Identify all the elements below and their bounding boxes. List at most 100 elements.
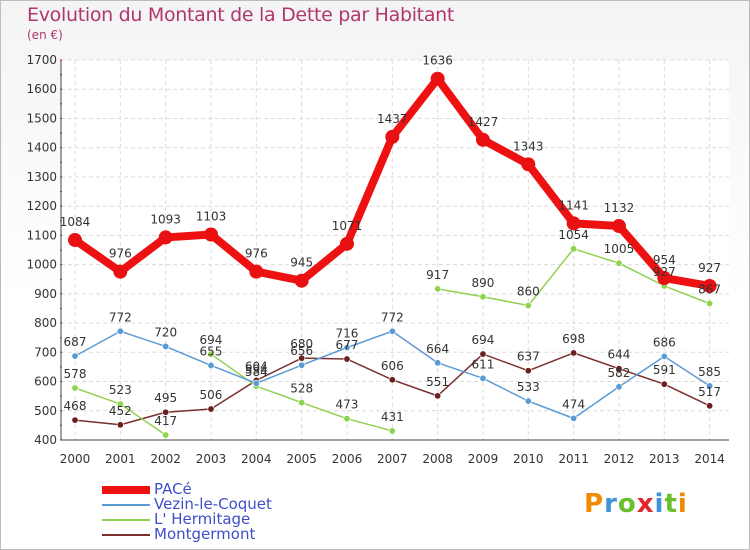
data-point-1 <box>660 352 668 360</box>
data-point-3 <box>706 402 714 410</box>
y-tick-label: 700 <box>34 345 57 359</box>
data-label-1: 656 <box>290 344 313 358</box>
data-point-0 <box>475 132 490 147</box>
y-tick-label: 1500 <box>26 111 57 125</box>
y-tick-label: 900 <box>34 287 57 301</box>
data-label-1: 533 <box>517 380 540 394</box>
data-label-1: 594 <box>245 362 268 376</box>
y-tick-label: 1000 <box>26 258 57 272</box>
data-label-2: 867 <box>698 282 721 296</box>
legend-label: Vezin-le-Coquet <box>154 495 272 513</box>
data-label-3: 495 <box>154 391 177 405</box>
data-point-3 <box>343 355 351 363</box>
x-tick-label: 2006 <box>332 452 363 466</box>
data-point-3 <box>615 365 623 373</box>
data-label-2: 917 <box>426 268 449 282</box>
data-label-3: 637 <box>517 350 540 364</box>
data-label-2: 890 <box>472 276 495 290</box>
data-label-3: 680 <box>290 337 313 351</box>
data-label-1: 655 <box>200 344 223 358</box>
data-label-0: 1343 <box>513 139 544 153</box>
data-label-1: 664 <box>426 342 449 356</box>
data-point-0 <box>566 216 581 231</box>
data-point-3 <box>207 405 215 413</box>
data-point-0 <box>430 71 445 86</box>
data-point-3 <box>660 380 668 388</box>
data-point-2 <box>343 415 351 423</box>
legend-swatch-3 <box>102 534 150 536</box>
data-label-3: 677 <box>336 338 359 352</box>
chart-unit: (en €) <box>27 28 63 42</box>
data-label-3: 517 <box>698 385 721 399</box>
data-label-2: 860 <box>517 285 540 299</box>
logo-letter: x <box>636 489 655 519</box>
y-tick-label: 500 <box>34 404 57 418</box>
x-tick-label: 2001 <box>105 452 136 466</box>
data-label-3: 606 <box>381 359 404 373</box>
x-tick-label: 2008 <box>422 452 453 466</box>
legend-label: PACé <box>154 480 192 498</box>
x-tick-label: 2013 <box>649 452 680 466</box>
data-point-2 <box>71 384 79 392</box>
data-point-1 <box>706 382 714 390</box>
data-label-1: 772 <box>109 310 132 324</box>
x-tick-label: 2003 <box>196 452 227 466</box>
x-tick-label: 2004 <box>241 452 272 466</box>
logo-letter: r <box>604 489 618 519</box>
data-point-3 <box>388 376 396 384</box>
data-point-2 <box>524 302 532 310</box>
data-label-3: 694 <box>472 333 495 347</box>
logo-letter: P <box>584 489 605 519</box>
data-point-3 <box>162 408 170 416</box>
data-point-1 <box>479 374 487 382</box>
data-label-3: 644 <box>608 348 631 362</box>
data-point-3 <box>524 367 532 375</box>
y-tick-label: 1400 <box>26 141 57 155</box>
y-tick-label: 1700 <box>26 53 57 67</box>
data-label-2: 417 <box>154 414 177 428</box>
data-label-0: 976 <box>109 247 132 261</box>
data-label-3: 506 <box>200 388 223 402</box>
data-label-0: 1132 <box>604 201 635 215</box>
x-tick-label: 2007 <box>377 452 408 466</box>
data-point-0 <box>657 271 672 286</box>
data-point-0 <box>611 219 626 234</box>
data-label-0: 945 <box>290 256 313 270</box>
data-point-2 <box>479 293 487 301</box>
data-point-3 <box>434 392 442 400</box>
data-label-0: 1437 <box>377 112 408 126</box>
data-label-2: 927 <box>653 265 676 279</box>
logo-letter: i <box>654 489 665 519</box>
y-tick-label: 1300 <box>26 170 57 184</box>
data-point-1 <box>298 361 306 369</box>
data-point-0 <box>249 264 264 279</box>
data-point-1 <box>343 344 351 352</box>
data-point-2 <box>434 285 442 293</box>
data-label-3: 468 <box>64 399 87 413</box>
data-point-2 <box>615 259 623 267</box>
legend-label: L' Hermitage <box>154 510 251 528</box>
data-label-1: 720 <box>154 325 177 339</box>
y-tick-label: 1200 <box>26 199 57 213</box>
y-tick-label: 800 <box>34 316 57 330</box>
data-label-1: 772 <box>381 310 404 324</box>
data-point-2 <box>298 399 306 407</box>
data-label-2: 473 <box>336 398 359 412</box>
data-point-0 <box>339 236 354 251</box>
data-point-1 <box>570 414 578 422</box>
data-label-3: 698 <box>562 332 585 346</box>
data-label-0: 1103 <box>196 210 227 224</box>
y-tick-label: 1600 <box>26 82 57 96</box>
data-point-0 <box>113 264 128 279</box>
logo-letter: i <box>677 489 688 519</box>
x-tick-label: 2014 <box>694 452 725 466</box>
data-label-1: 686 <box>653 335 676 349</box>
logo-letter: t <box>664 489 678 519</box>
data-label-0: 1141 <box>558 198 589 212</box>
data-point-1 <box>388 327 396 335</box>
data-label-0: 1093 <box>150 212 181 226</box>
x-tick-label: 2005 <box>286 452 317 466</box>
y-tick-label: 400 <box>34 433 57 447</box>
data-label-2: 1005 <box>604 242 635 256</box>
